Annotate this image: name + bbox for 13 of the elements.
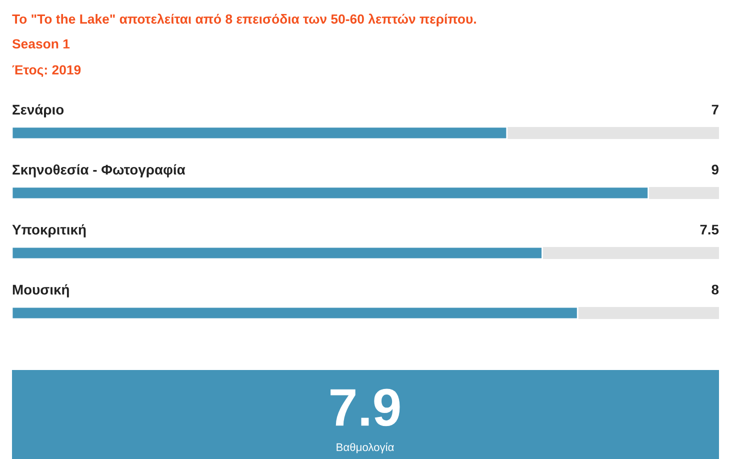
data-label: 7.5 [700,224,719,235]
chart-title: Το "To the Lake" αποτελείται από 8 επεισόδια των 50-60 λεπτών περίπου. [12,14,476,26]
y-tick-label: Υποκριτική [12,224,86,238]
text: 7.9 [330,388,400,426]
y-tick-label: Σενάριο [12,104,64,118]
y-tick-label: Σκηνοθεσία - Φωτογραφία [12,164,186,178]
y-tick-label: Μουσική [12,284,69,298]
chart-subtitle: Season 1 [12,39,70,49]
data-label: 7 [712,104,718,114]
text: Έτος: 2019 [12,65,81,77]
text: Βαθμολογία [336,442,394,454]
data-label: 8 [712,284,719,295]
data-label: 9 [712,164,718,175]
